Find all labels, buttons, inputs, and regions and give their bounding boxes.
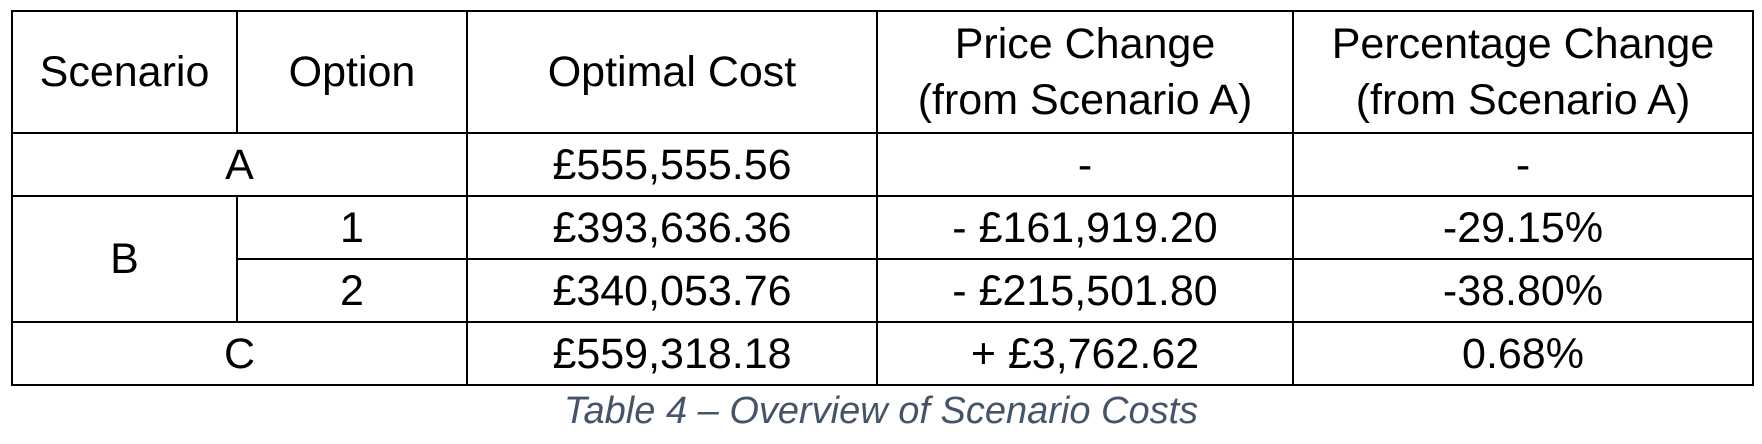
header-price-change: Price Change (from Scenario A) (876, 10, 1294, 134)
scenario-costs-table: Scenario Option Optimal Cost Price Chang… (11, 10, 1754, 386)
cell-scenario: A (11, 132, 468, 197)
cell-optimal-cost: £340,053.76 (466, 258, 878, 323)
cell-price-change: + £3,762.62 (876, 321, 1294, 386)
table-row: C £559,318.18 + £3,762.62 0.68% (11, 321, 1754, 386)
table-row: B 1 £393,636.36 - £161,919.20 -29.15% (11, 195, 1754, 323)
cell-optimal-cost: £393,636.36 (466, 195, 878, 260)
cell-option: 2 (236, 258, 468, 323)
cell-scenario: C (11, 321, 468, 386)
cell-percentage-change: -38.80% (1292, 258, 1754, 323)
cell-percentage-change: -29.15% (1292, 195, 1754, 260)
cell-price-change: - £215,501.80 (876, 258, 1294, 323)
cell-percentage-change: 0.68% (1292, 321, 1754, 386)
cell-price-change: - £161,919.20 (876, 195, 1294, 260)
table-row: A £555,555.56 - - (11, 132, 1754, 197)
table-caption: Table 4 – Overview of Scenario Costs (563, 390, 1199, 432)
cell-scenario: B (11, 195, 238, 323)
header-optimal-cost: Optimal Cost (466, 10, 878, 134)
table-row: 2 £340,053.76 - £215,501.80 -38.80% (12, 258, 1754, 323)
header-option: Option (236, 10, 468, 134)
cell-price-change: - (876, 132, 1294, 197)
cell-percentage-change: - (1292, 132, 1754, 197)
header-scenario: Scenario (11, 10, 238, 134)
cell-option: 1 (236, 195, 468, 260)
header-percentage-change: Percentage Change (from Scenario A) (1292, 10, 1754, 134)
cell-optimal-cost: £555,555.56 (466, 132, 878, 197)
cell-optimal-cost: £559,318.18 (466, 321, 878, 386)
table-header-row: Scenario Option Optimal Cost Price Chang… (11, 10, 1754, 134)
